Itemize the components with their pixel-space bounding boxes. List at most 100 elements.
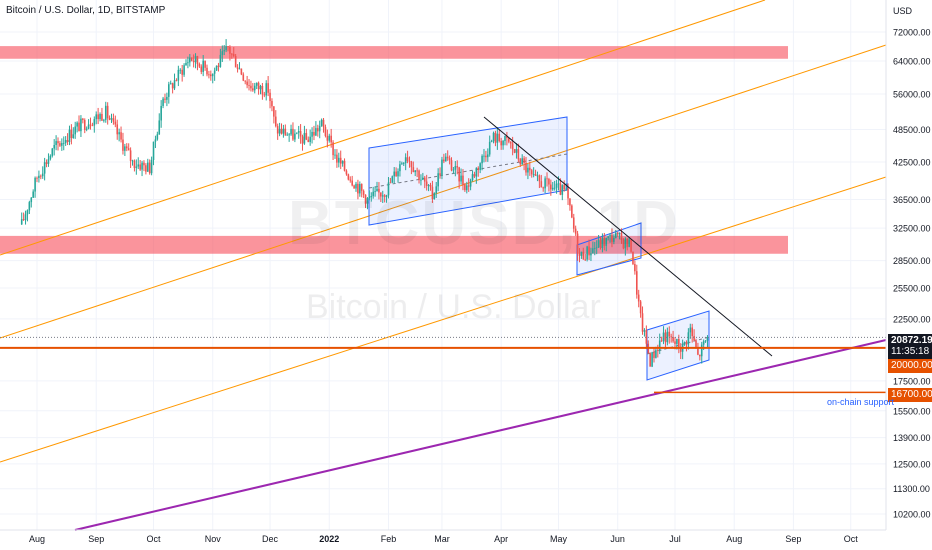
- candle-body: [380, 192, 382, 197]
- countdown-tag: 11:35:18: [888, 345, 932, 359]
- chart-title: Bitcoin / U.S. Dollar, 1D, BITSTAMP: [6, 5, 166, 16]
- candle-body: [559, 183, 562, 195]
- candle-body: [104, 105, 107, 120]
- candle-body: [124, 146, 126, 151]
- time-tick-label: Aug: [726, 534, 742, 544]
- price-axis[interactable]: USD 72000.00 64000.00 56000.00 48500.00 42500…: [885, 0, 931, 530]
- candle-body: [634, 264, 636, 272]
- candle-body: [146, 162, 149, 172]
- candle-body: [61, 143, 63, 146]
- candle-body: [118, 132, 120, 135]
- candle-body: [171, 83, 174, 89]
- candle-body: [706, 337, 709, 341]
- candle-body: [131, 160, 134, 162]
- candle-body: [257, 82, 260, 90]
- candle-body: [101, 113, 103, 121]
- candle-body: [567, 188, 569, 199]
- candle-body: [175, 80, 178, 82]
- fib-line-0: [0, 0, 766, 256]
- candle-body: [204, 60, 206, 68]
- candle-body: [563, 185, 566, 190]
- candle-body: [82, 118, 84, 121]
- candle-body: [68, 129, 71, 142]
- price-tick-label: 36500.00: [893, 195, 931, 205]
- candle-body: [297, 131, 300, 133]
- candle-body: [383, 195, 386, 197]
- candle-body: [557, 183, 560, 185]
- price-tick-label: 17500.00: [893, 376, 931, 386]
- grid-lines: [0, 0, 886, 530]
- candle-body: [316, 128, 319, 132]
- candle-body: [572, 217, 575, 229]
- candle-body: [592, 248, 594, 254]
- candle-body: [286, 134, 289, 136]
- candle-body: [674, 341, 676, 344]
- candle-body: [477, 167, 480, 170]
- time-tick-label: Aug: [29, 534, 45, 544]
- candle-body: [181, 69, 183, 75]
- time-tick-label: Dec: [262, 534, 279, 544]
- candle-body: [509, 141, 512, 144]
- time-tick-label: Feb: [381, 534, 397, 544]
- candle-body: [571, 205, 573, 218]
- candle-body: [481, 155, 483, 164]
- candle-body: [517, 149, 520, 160]
- time-axis[interactable]: Aug Sep Oct Nov Dec 2022 Feb Mar Apr May Jun Jul Aug…: [0, 529, 886, 544]
- time-tick-label: Jun: [610, 534, 625, 544]
- candle-body: [41, 173, 44, 177]
- candle-body: [540, 181, 543, 188]
- candle-body: [378, 188, 380, 193]
- candle-body: [164, 98, 166, 100]
- time-tick-label: May: [550, 534, 568, 544]
- candle-body: [137, 164, 140, 167]
- candle-body: [336, 154, 338, 163]
- candle-body: [637, 294, 640, 302]
- candle-body: [584, 259, 587, 261]
- candle-body: [145, 165, 147, 172]
- candle-body: [313, 131, 315, 136]
- candle-body: [471, 174, 474, 181]
- price-tick-label: 15500.00: [893, 406, 931, 416]
- candle-body: [127, 148, 130, 151]
- channel-1: [576, 222, 642, 276]
- candle-body: [232, 54, 235, 56]
- candle-body: [601, 238, 604, 249]
- candle-body: [227, 46, 229, 48]
- candle-body: [189, 57, 191, 63]
- candle-body: [498, 133, 501, 141]
- candle-body: [299, 131, 302, 137]
- candle-body: [645, 330, 648, 344]
- candle-body: [569, 198, 571, 206]
- candle-body: [700, 344, 703, 357]
- candle-body: [231, 53, 233, 55]
- candle-body: [553, 187, 556, 189]
- price-tick-label: 12500.00: [893, 459, 931, 469]
- level-tag-20000: 20000.00: [888, 359, 932, 373]
- price-tick-label: 11300.00: [893, 484, 930, 494]
- candle-body: [683, 341, 686, 345]
- time-tick-label: 2022: [319, 534, 339, 544]
- candle-body: [334, 154, 336, 156]
- price-tick-label: 13900.00: [893, 433, 931, 443]
- candle-body: [110, 118, 113, 120]
- candle-body: [169, 83, 172, 85]
- fib-lines: [0, 0, 887, 463]
- candle-body: [704, 340, 707, 342]
- candle-body: [194, 56, 197, 63]
- candle-body: [410, 161, 413, 168]
- candle-body: [467, 185, 470, 187]
- candle-body: [532, 174, 535, 176]
- candle-body: [679, 347, 682, 352]
- candle-body: [550, 184, 552, 190]
- candle-body: [273, 106, 275, 117]
- candle-body: [693, 335, 695, 341]
- candle-body: [574, 228, 577, 234]
- candle-body: [252, 88, 254, 91]
- candle-body: [366, 198, 369, 204]
- candle-body: [57, 141, 59, 144]
- candle-body: [355, 183, 357, 189]
- candle-body: [420, 179, 422, 181]
- candle-body: [655, 350, 657, 358]
- candle-body: [446, 156, 449, 159]
